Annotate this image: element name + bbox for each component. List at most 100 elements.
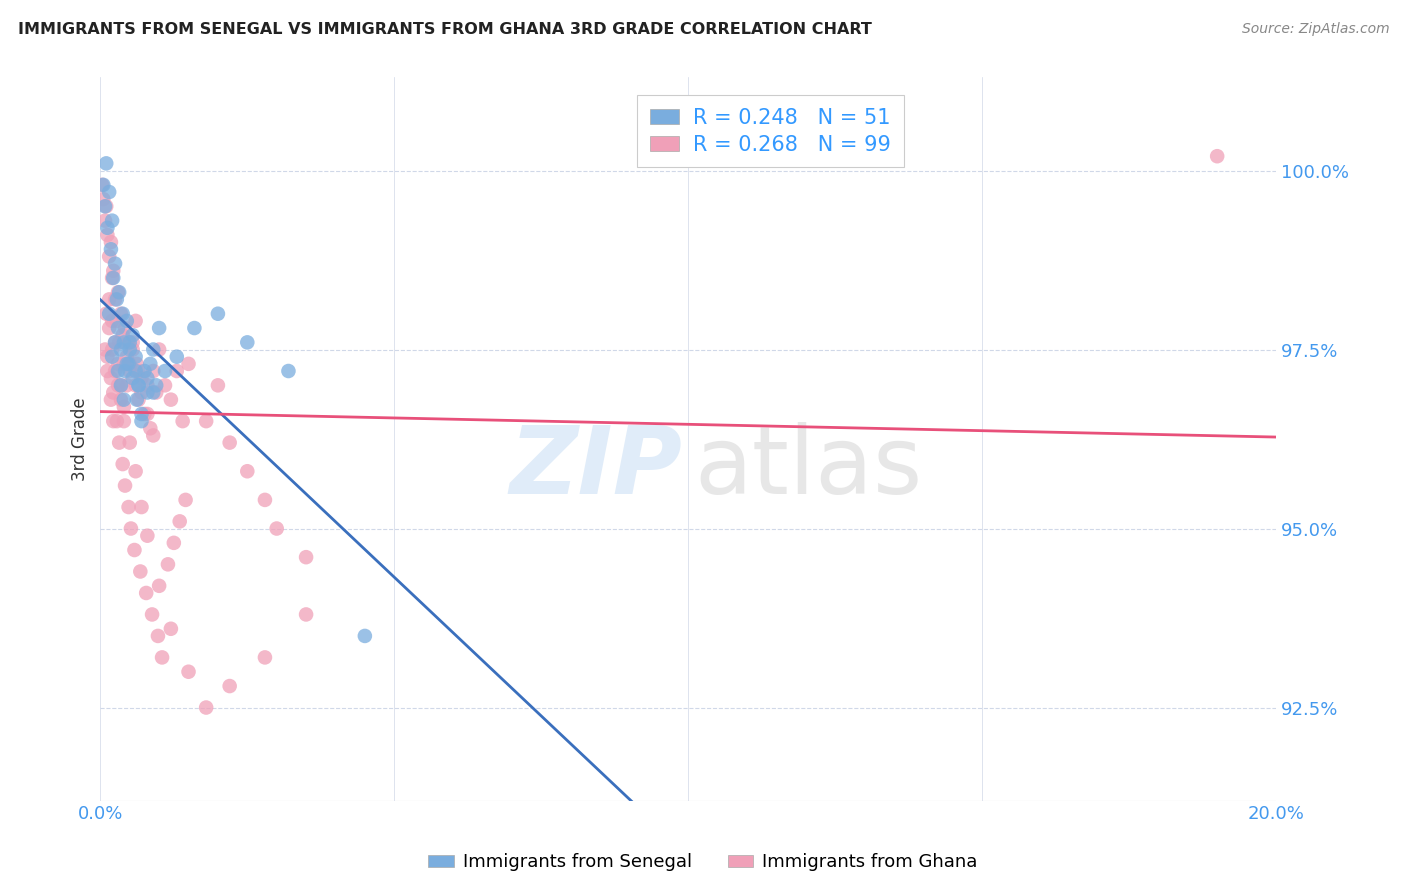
Point — [125, 392, 148, 407]
Point — [114, 478, 136, 492]
Point — [136, 407, 159, 421]
Point — [112, 392, 135, 407]
Point — [195, 700, 218, 714]
Point — [124, 464, 146, 478]
Point — [141, 607, 163, 622]
Point — [108, 285, 131, 300]
Point — [295, 607, 318, 622]
Point — [236, 335, 259, 350]
Point — [115, 378, 138, 392]
Point — [207, 378, 229, 392]
Point — [117, 500, 139, 514]
Point — [253, 492, 276, 507]
Point — [110, 378, 132, 392]
Y-axis label: 3rd Grade: 3rd Grade — [72, 397, 89, 481]
Point — [117, 335, 139, 350]
Point — [100, 392, 122, 407]
Point — [100, 242, 122, 256]
Point — [150, 650, 173, 665]
Point — [101, 213, 124, 227]
Point — [145, 385, 167, 400]
Point — [128, 378, 150, 392]
Point — [105, 314, 128, 328]
Point — [112, 335, 135, 350]
Point — [111, 328, 134, 343]
Point — [118, 357, 141, 371]
Point — [115, 314, 138, 328]
Point — [107, 357, 129, 371]
Point — [107, 285, 129, 300]
Point — [166, 350, 188, 364]
Point — [128, 392, 150, 407]
Point — [114, 364, 136, 378]
Point — [111, 307, 134, 321]
Point — [107, 364, 129, 378]
Point — [98, 249, 121, 263]
Point — [103, 271, 125, 285]
Point — [98, 185, 121, 199]
Point — [153, 364, 176, 378]
Point — [96, 199, 118, 213]
Point — [207, 307, 229, 321]
Point — [115, 350, 138, 364]
Text: Source: ZipAtlas.com: Source: ZipAtlas.com — [1241, 22, 1389, 37]
Point — [124, 314, 146, 328]
Point — [103, 264, 125, 278]
Point — [124, 364, 146, 378]
Point — [156, 558, 179, 572]
Point — [142, 428, 165, 442]
Point — [253, 650, 276, 665]
Point — [108, 335, 131, 350]
Point — [107, 321, 129, 335]
Point — [110, 307, 132, 321]
Point — [142, 385, 165, 400]
Point — [112, 414, 135, 428]
Point — [108, 435, 131, 450]
Point — [110, 392, 132, 407]
Point — [172, 414, 194, 428]
Point — [98, 321, 121, 335]
Point — [104, 293, 127, 307]
Point — [266, 522, 288, 536]
Point — [91, 178, 114, 192]
Point — [236, 464, 259, 478]
Point — [114, 321, 136, 335]
Point — [131, 500, 153, 514]
Point — [121, 343, 143, 357]
Point — [112, 357, 135, 371]
Point — [136, 529, 159, 543]
Point — [101, 271, 124, 285]
Point — [128, 378, 150, 392]
Point — [94, 343, 117, 357]
Point — [177, 357, 200, 371]
Point — [145, 378, 167, 392]
Point — [124, 350, 146, 364]
Point — [131, 385, 153, 400]
Point — [142, 364, 165, 378]
Point — [91, 192, 114, 206]
Point — [148, 321, 170, 335]
Point — [177, 665, 200, 679]
Point — [139, 357, 162, 371]
Point — [120, 522, 142, 536]
Point — [110, 343, 132, 357]
Point — [118, 343, 141, 357]
Point — [195, 414, 218, 428]
Point — [124, 378, 146, 392]
Point — [100, 235, 122, 249]
Point — [91, 178, 114, 192]
Point — [125, 357, 148, 371]
Point — [94, 213, 117, 227]
Point — [96, 156, 118, 170]
Legend: Immigrants from Senegal, Immigrants from Ghana: Immigrants from Senegal, Immigrants from… — [422, 847, 984, 879]
Point — [183, 321, 205, 335]
Point — [104, 335, 127, 350]
Point — [131, 407, 153, 421]
Point — [96, 350, 118, 364]
Legend: R = 0.248   N = 51, R = 0.268   N = 99: R = 0.248 N = 51, R = 0.268 N = 99 — [637, 95, 904, 168]
Point — [1206, 149, 1229, 163]
Point — [218, 435, 240, 450]
Point — [117, 357, 139, 371]
Point — [107, 378, 129, 392]
Point — [136, 385, 159, 400]
